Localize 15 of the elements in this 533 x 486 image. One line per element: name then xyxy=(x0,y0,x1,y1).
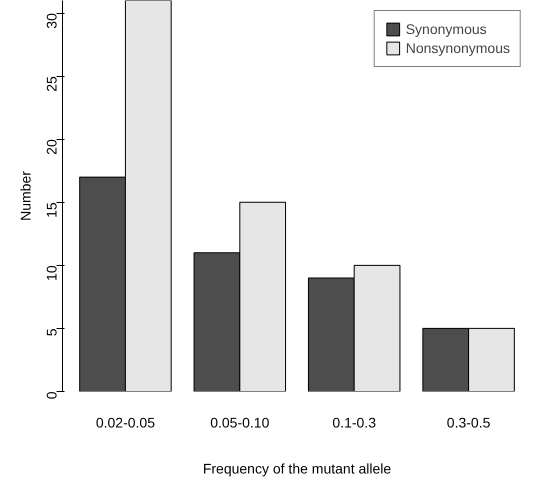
legend-label: Synonymous xyxy=(406,21,487,37)
y-tick-label: 10 xyxy=(44,265,60,281)
y-tick-label: 30 xyxy=(44,12,60,29)
y-axis-title: Number xyxy=(18,170,34,221)
y-tick-label: 5 xyxy=(44,328,60,336)
x-axis-title: Frequency of the mutant allele xyxy=(202,460,392,476)
y-tick-label: 15 xyxy=(44,202,60,218)
y-tick-label: 20 xyxy=(44,139,60,155)
legend-label: Nonsynonymous xyxy=(406,40,510,56)
y-tick-label: 25 xyxy=(44,76,60,92)
x-tick-label: 0.1-0.3 xyxy=(332,414,376,430)
x-tick-label: 0.3-0.5 xyxy=(446,414,491,430)
y-tick-label: 0 xyxy=(44,391,60,400)
x-tick-label: 0.02-0.05 xyxy=(96,414,156,430)
x-tick-label: 0.05-0.10 xyxy=(210,414,270,430)
